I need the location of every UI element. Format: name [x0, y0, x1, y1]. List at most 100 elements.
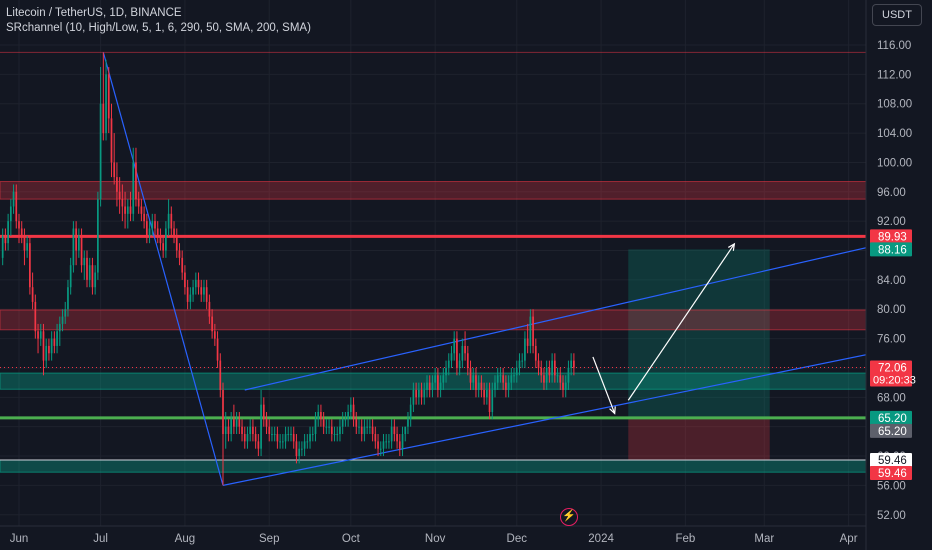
price-tick-label: 56.00 — [877, 480, 906, 492]
candle-body — [344, 419, 347, 421]
candle-body — [377, 441, 379, 449]
candle-body — [369, 426, 371, 428]
candle-body — [167, 213, 170, 229]
candle-body — [7, 221, 9, 244]
candle-body — [56, 331, 58, 346]
candle-body — [246, 434, 249, 442]
candle-body — [472, 375, 475, 383]
candle-body — [132, 162, 135, 214]
candle-body — [143, 213, 145, 222]
price-tick-label: 80.00 — [877, 304, 906, 316]
candle-body — [352, 404, 355, 420]
candle-body — [154, 221, 156, 229]
candle-body — [524, 338, 526, 361]
price-badge — [870, 410, 912, 425]
candle-body — [358, 426, 360, 428]
price-badge-label: 65.20 — [878, 426, 907, 438]
price-badge-label: 88.16 — [878, 244, 907, 256]
candle-body — [162, 243, 165, 251]
candle-body — [494, 382, 496, 390]
candle-body — [496, 375, 499, 383]
price-badge-label: 59.46 — [878, 455, 907, 467]
candle-body — [453, 338, 456, 354]
price-tick-label: 92.00 — [877, 216, 906, 228]
support-zone — [0, 459, 867, 473]
candle-body — [148, 228, 151, 236]
candle-body — [1, 235, 4, 258]
time-tick-label: Apr — [840, 533, 858, 545]
indicator-label[interactable]: SRchannel (10, High/Low, 5, 1, 6, 290, 5… — [6, 22, 311, 34]
candle-body — [186, 287, 189, 302]
candle-body — [211, 316, 213, 332]
price-badge — [870, 453, 912, 468]
candle-body — [238, 419, 241, 427]
candle-body — [37, 331, 39, 339]
candle-body — [564, 382, 567, 390]
candle-body — [205, 287, 208, 302]
time-tick-label: Oct — [342, 533, 361, 545]
position-target-zone — [628, 249, 770, 418]
price-badge — [870, 423, 912, 438]
candle-body — [311, 434, 314, 436]
candle-body — [254, 434, 257, 442]
candle-body — [502, 375, 505, 383]
candle-body — [273, 434, 276, 436]
candle-body — [203, 287, 205, 295]
candle-body — [145, 221, 148, 236]
price-tick-label: 68.00 — [877, 392, 906, 404]
lightning-bolt-icon[interactable]: ⚡ — [560, 508, 578, 526]
candle-body — [121, 199, 124, 207]
candle-body — [330, 426, 333, 435]
candle-body — [178, 250, 181, 258]
price-badge — [870, 466, 912, 481]
candle-body — [77, 235, 80, 251]
candle-body — [491, 389, 494, 412]
candle-body — [292, 434, 295, 442]
candle-body — [426, 382, 428, 390]
time-tick-label: Sep — [259, 533, 279, 545]
candle-body — [545, 367, 548, 383]
candle-body — [366, 426, 369, 428]
candle-body — [99, 103, 102, 200]
time-tick-label: Jun — [10, 533, 29, 545]
candle-body — [505, 382, 507, 390]
candle-body — [15, 191, 18, 222]
price-badge-label: 59.46 — [878, 468, 907, 480]
channel-line — [222, 354, 866, 486]
candle-body — [534, 345, 537, 361]
candle-body — [151, 221, 154, 229]
candle-body — [407, 419, 409, 427]
price-tick-label: 96.00 — [877, 187, 906, 199]
candle-body — [252, 426, 254, 435]
candle-body — [184, 272, 186, 288]
price-tick-label: 52.00 — [877, 510, 906, 522]
candle-body — [447, 360, 450, 368]
candle-body — [241, 426, 243, 435]
time-tick-label: 2024 — [588, 533, 614, 545]
candle-body — [390, 426, 393, 442]
price-tick-label: 112.00 — [877, 69, 911, 81]
price-badge — [870, 229, 912, 244]
candle-body — [393, 426, 396, 435]
arrow-line — [592, 356, 616, 414]
currency-button[interactable]: USDT — [872, 4, 922, 26]
price-tick-label: 104.00 — [877, 128, 912, 140]
position-stop-zone — [628, 417, 770, 461]
candle-body — [271, 434, 273, 436]
candle-body — [18, 221, 20, 229]
candle-body — [431, 382, 434, 390]
candle-body — [417, 389, 420, 398]
candle-body — [466, 353, 469, 368]
symbol-title[interactable]: Litecoin / TetherUS, 1D, BINANCE — [6, 7, 182, 19]
candle-body — [287, 434, 290, 436]
candle-body — [483, 389, 485, 398]
candle-body — [9, 206, 12, 222]
candle-body — [260, 404, 262, 449]
candle-body — [39, 331, 42, 339]
candle-body — [262, 404, 265, 420]
candle-body — [385, 441, 388, 443]
candle-body — [458, 360, 461, 368]
candle-body — [450, 353, 453, 361]
candle-body — [461, 345, 464, 361]
